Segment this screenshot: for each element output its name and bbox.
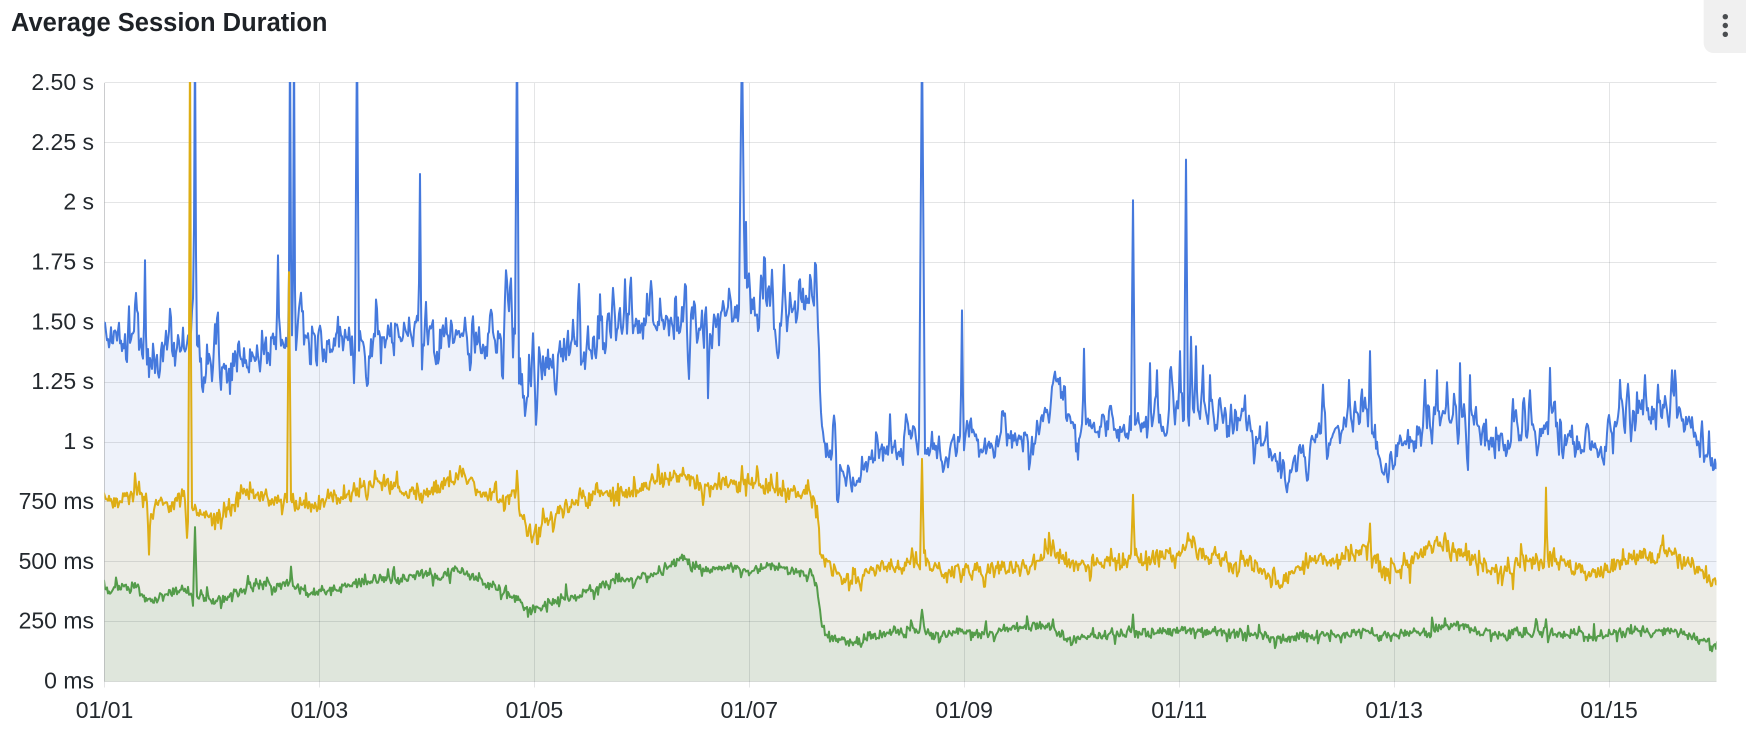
svg-text:1.75 s: 1.75 s [31, 249, 94, 275]
svg-text:2.50 s: 2.50 s [31, 69, 94, 95]
svg-text:01/05: 01/05 [506, 697, 564, 723]
svg-text:2.25 s: 2.25 s [31, 129, 94, 155]
svg-text:1.50 s: 1.50 s [31, 308, 94, 334]
svg-text:0 ms: 0 ms [44, 668, 94, 694]
svg-text:1.25 s: 1.25 s [31, 368, 94, 394]
svg-text:1 s: 1 s [63, 428, 94, 454]
svg-text:01/13: 01/13 [1365, 697, 1423, 723]
svg-text:01/03: 01/03 [291, 697, 349, 723]
svg-text:Average Session Duration: Average Session Duration [11, 9, 327, 37]
svg-text:2 s: 2 s [63, 189, 94, 215]
svg-text:500 ms: 500 ms [19, 548, 94, 574]
svg-text:01/01: 01/01 [76, 697, 134, 723]
svg-text:250 ms: 250 ms [19, 608, 94, 634]
svg-text:01/09: 01/09 [935, 697, 993, 723]
svg-text:01/11: 01/11 [1151, 697, 1207, 723]
svg-text:01/07: 01/07 [721, 697, 779, 723]
svg-text:01/15: 01/15 [1580, 697, 1638, 723]
svg-text:750 ms: 750 ms [19, 488, 94, 514]
